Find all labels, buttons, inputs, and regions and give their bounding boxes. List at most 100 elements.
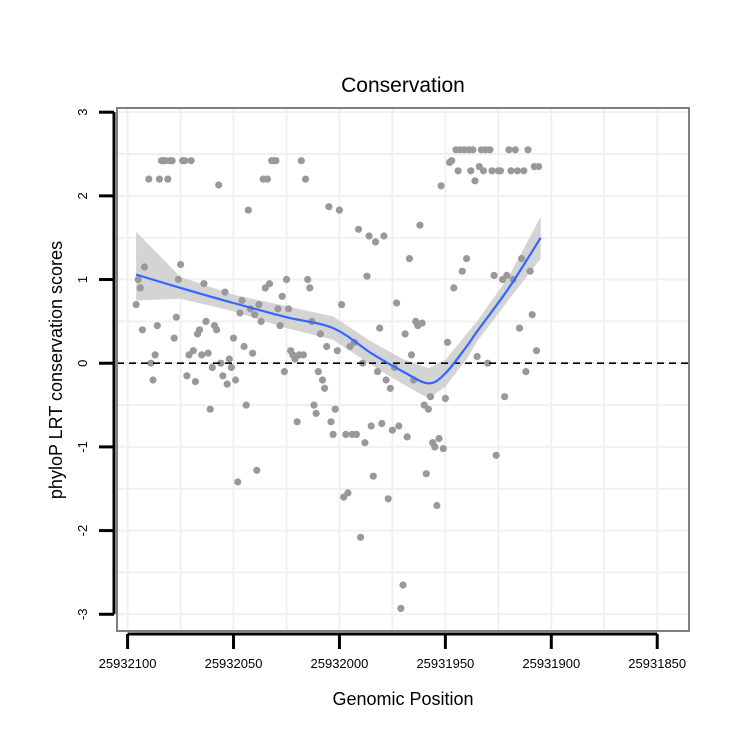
data-point [479,167,488,175]
y-axis-label: phyloP LRT conservation scores [46,241,66,499]
data-point [265,280,274,288]
data-point [200,280,208,288]
data-point [187,157,195,165]
chart-title: Conservation [341,74,465,97]
data-point [223,380,231,388]
data-point [535,163,543,171]
data-point [278,292,286,300]
data-point [369,472,377,480]
data-point [426,393,435,401]
x-tick-label: 25931900 [522,656,580,671]
data-point [225,355,233,363]
data-point [304,275,312,284]
data-point [138,326,146,334]
data-point [227,363,235,371]
data-point [388,426,396,434]
data-point [153,322,161,330]
data-point [488,167,496,175]
data-point [151,351,159,359]
data-point [393,299,401,307]
data-point [198,351,206,359]
data-point [486,146,494,154]
data-point [380,232,388,240]
y-tick-label: -3 [75,608,90,620]
data-point [513,167,522,175]
x-tick-label: 25932100 [99,656,157,671]
data-point [422,470,430,478]
data-point [251,311,259,319]
data-point [196,326,204,334]
data-point [458,267,466,275]
data-point [333,347,341,355]
data-point [416,221,424,229]
grid-lines [117,108,689,631]
loess-smooth-line [135,237,542,385]
data-point [382,376,390,384]
data-point [473,352,481,361]
data-point [189,347,197,355]
data-point [280,368,288,376]
data-point [168,157,176,165]
data-point [234,478,242,486]
data-point [147,359,155,367]
data-point [518,255,526,263]
data-point [282,275,291,284]
data-point [299,351,307,359]
data-point [435,434,443,443]
data-point [399,581,407,589]
data-point [327,418,335,426]
data-point [155,175,163,183]
data-point [490,271,498,279]
data-point [492,451,500,459]
data-point [378,419,386,428]
data-point [321,384,329,392]
y-tick-label: -1 [75,441,90,453]
data-point [191,378,199,386]
data-point [374,368,382,376]
data-point [140,263,149,271]
data-point [183,372,191,380]
data-point [503,271,511,279]
data-point [285,305,293,313]
y-tick-label: 1 [75,276,90,283]
data-point [310,401,318,409]
data-point [331,405,339,413]
data-point [242,401,250,409]
data-point [276,322,284,330]
data-point [272,157,280,165]
data-point [221,288,229,296]
y-tick-label: 3 [75,109,90,116]
data-point [274,305,282,313]
data-point [443,338,452,346]
data-point [363,272,371,280]
data-point [505,146,513,154]
data-point [507,167,515,175]
x-tick-label: 25932050 [205,656,263,671]
data-point [238,296,246,305]
data-point [244,206,252,214]
data-points [132,146,543,613]
data-point [181,157,189,165]
data-point [405,255,413,263]
data-point [174,275,182,284]
data-point [134,275,142,284]
data-point [354,225,363,233]
data-point [229,334,238,342]
data-point [335,206,343,214]
data-point [206,405,214,413]
data-point [515,324,524,332]
data-point [532,347,541,355]
data-point [177,260,185,269]
data-point [255,301,263,309]
data-point [344,489,352,497]
data-point [136,284,144,292]
data-point [301,175,310,183]
data-point [316,330,324,338]
data-point [215,181,223,189]
data-point [236,309,244,317]
data-point [323,342,331,351]
data-point [202,317,210,325]
data-point [253,466,261,474]
data-point [352,430,360,438]
data-point [217,359,225,367]
